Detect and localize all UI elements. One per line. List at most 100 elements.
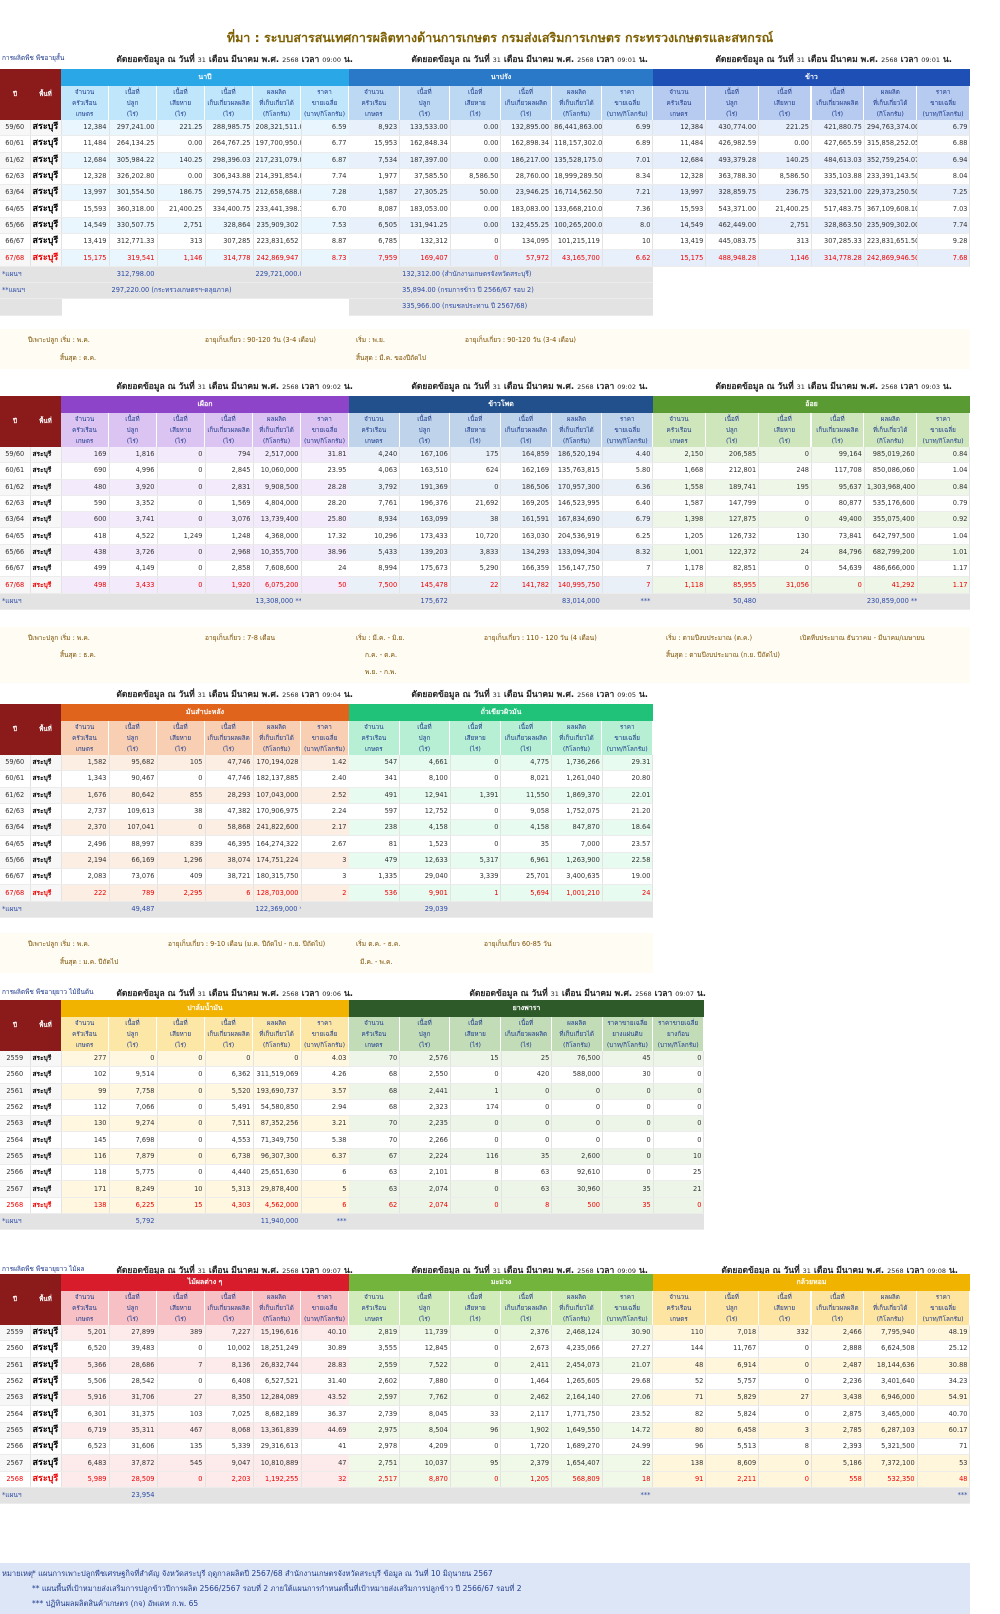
plan-row: 35,894.00 (กรมการข้าว ปี 2566/67 รอบ 2) — [349, 282, 654, 300]
cutoff-time: 09:06 — [322, 990, 341, 998]
table-cell: 467 — [157, 1422, 206, 1440]
table-cell: 6,520 — [61, 1340, 110, 1358]
table-cell: 103 — [157, 1405, 206, 1423]
planting-note: สิ้นสุด : มี.ค. ของปีถัดไป — [356, 354, 426, 362]
table-cell: 4.40 — [602, 447, 654, 464]
table-cell: 96,307,300 — [253, 1148, 302, 1166]
table-row: 222 789 2,295 6 128,703,000 2 — [61, 884, 350, 902]
table-row: 12,328 326,202.80 0.00 306,343.88 214,391,85… — [61, 168, 350, 186]
table-row: 1,118 85,955 31,056 0 41,292 1.17 — [653, 576, 971, 594]
plan-cell — [450, 282, 502, 300]
year-column-header: ปี — [0, 69, 30, 120]
table-cell: 169,407 — [399, 249, 451, 267]
table-cell: 99 — [61, 1083, 110, 1100]
table-cell: 8,249 — [109, 1180, 158, 1198]
table-cell: 12,328 — [61, 168, 110, 186]
year-column-header: ปี — [0, 1000, 30, 1051]
table-cell: 985,019,260 — [864, 447, 918, 464]
area-cell: สระบุรี — [30, 1083, 62, 1100]
plan-cell — [602, 901, 654, 918]
table-cell: 1,192,255 — [253, 1471, 302, 1488]
table-cell: 315,858,252.05 — [864, 135, 918, 153]
cutoff-suffix: น. — [948, 1266, 958, 1276]
plan-cell — [349, 593, 401, 610]
table-cell: 21,400.25 — [758, 200, 812, 218]
column-header: จำนวน ครัวเรือน เกษตร — [349, 1291, 400, 1325]
table-cell: 6,785 — [349, 233, 401, 251]
table-cell: 6.36 — [602, 479, 654, 496]
plan-cell — [602, 266, 654, 283]
plan-cell — [349, 282, 401, 300]
table-cell: 47,746 — [205, 755, 254, 772]
table-cell: 0.84 — [917, 479, 971, 496]
plan-cell — [157, 266, 206, 283]
table-row: 67/68 สระบุรี — [0, 249, 62, 267]
table-cell: 38,721 — [205, 868, 254, 886]
plan-cell — [917, 593, 971, 610]
table-row: 2564 สระบุรี — [0, 1131, 62, 1149]
table-row: 8,934 163,099 38 161,591 167,834,690 6.79 — [349, 511, 654, 529]
plan-row: *** — [653, 1487, 971, 1505]
plan-cell — [109, 593, 158, 610]
table-cell: 0.00 — [157, 135, 206, 153]
cutoff-day: 31 — [197, 1267, 206, 1275]
plan-cell — [157, 1487, 206, 1505]
table-cell: 110 — [653, 1325, 707, 1342]
table-cell: 4.26 — [301, 1066, 350, 1084]
table-cell: 27,899 — [109, 1325, 158, 1342]
cutoff-time-label: เวลา — [906, 1266, 925, 1276]
table-cell: 217,231,079.07 — [253, 152, 302, 169]
table-cell: 7.28 — [301, 184, 350, 202]
table-cell: 330,507.75 — [109, 217, 158, 235]
column-header: ผลผลิต ที่เก็บเกี่ยวได้ (กิโลกรัม) — [551, 1291, 603, 1325]
table-cell: 2,517 — [349, 1471, 401, 1488]
table-cell: 6 — [205, 884, 254, 902]
table-cell: 0.00 — [450, 152, 502, 169]
table-cell: 2,101 — [399, 1164, 451, 1182]
area-cell: สระบุรี — [30, 819, 62, 837]
plan-cell — [349, 901, 401, 918]
table-cell: 15,175 — [653, 249, 707, 267]
table-row: 7,959 169,407 0 57,972 43,165,700 6.62 — [349, 249, 654, 267]
table-cell: 3 — [301, 852, 350, 870]
area-column-header: พื้นที่ — [30, 1274, 61, 1325]
cutoff-day: 31 — [197, 383, 206, 391]
cutoff-year: 2568 — [282, 691, 299, 699]
table-cell: 0 — [157, 560, 206, 578]
area-cell: สระบุรี — [30, 168, 62, 186]
table-cell: 36.37 — [301, 1405, 350, 1423]
table-cell: 43,165,700 — [551, 249, 603, 267]
plan-cell: *** — [917, 1487, 971, 1505]
table-cell: 38 — [157, 803, 206, 821]
table-cell: 12,328 — [653, 168, 707, 186]
planting-note: อายุเก็บเกี่ยว : 7-8 เดือน — [205, 634, 276, 642]
table-cell: 27 — [758, 1389, 812, 1407]
table-cell: 7,522 — [399, 1357, 451, 1374]
table-cell: 7,608,600 — [253, 560, 302, 578]
plan-cell — [205, 901, 254, 918]
table-row: 13,997 328,859.75 236.75 323,521.00 229,373,… — [653, 184, 971, 202]
column-header: เนื้อที่ เก็บเกี่ยวผลผลิต (ไร่) — [205, 721, 253, 755]
column-header: เนื้อที่ เสียหาย (ไร่) — [450, 413, 501, 447]
year-cell: 59/60 — [0, 120, 31, 137]
year-cell: 66/67 — [0, 233, 31, 251]
table-row: 1,335 29,040 3,339 25,701 3,400,635 19.00 — [349, 868, 654, 886]
crop-name-bar: มันสำปะหลัง — [61, 704, 349, 721]
table-cell: 7,227 — [205, 1325, 254, 1342]
table-cell: 1,335 — [349, 868, 401, 886]
plan-cell — [349, 298, 401, 316]
table-cell: 95,682 — [109, 755, 158, 772]
table-row: 82 5,824 0 2,875 3,465,000 40.70 — [653, 1405, 971, 1423]
plan-cell — [551, 1487, 603, 1505]
table-cell: 7,761 — [349, 495, 401, 513]
cutoff-time: 09:07 — [675, 990, 694, 998]
table-cell: 7.74 — [917, 217, 971, 235]
table-cell: 163,099 — [399, 511, 451, 529]
cutoff-time-label: เวลา — [654, 989, 673, 999]
table-cell: 28,293 — [205, 787, 254, 804]
plan-cell — [205, 1213, 254, 1231]
table-cell: 6.40 — [602, 495, 654, 513]
cutoff-prefix: ตัดยอดข้อมูล ณ วันที่ — [715, 55, 794, 65]
column-header: ผลผลิต ที่เก็บเกี่ยวได้ (กิโลกรัม) — [551, 721, 603, 755]
table-row: 14,549 330,507.75 2,751 328,864 235,909,302 7… — [61, 217, 350, 235]
